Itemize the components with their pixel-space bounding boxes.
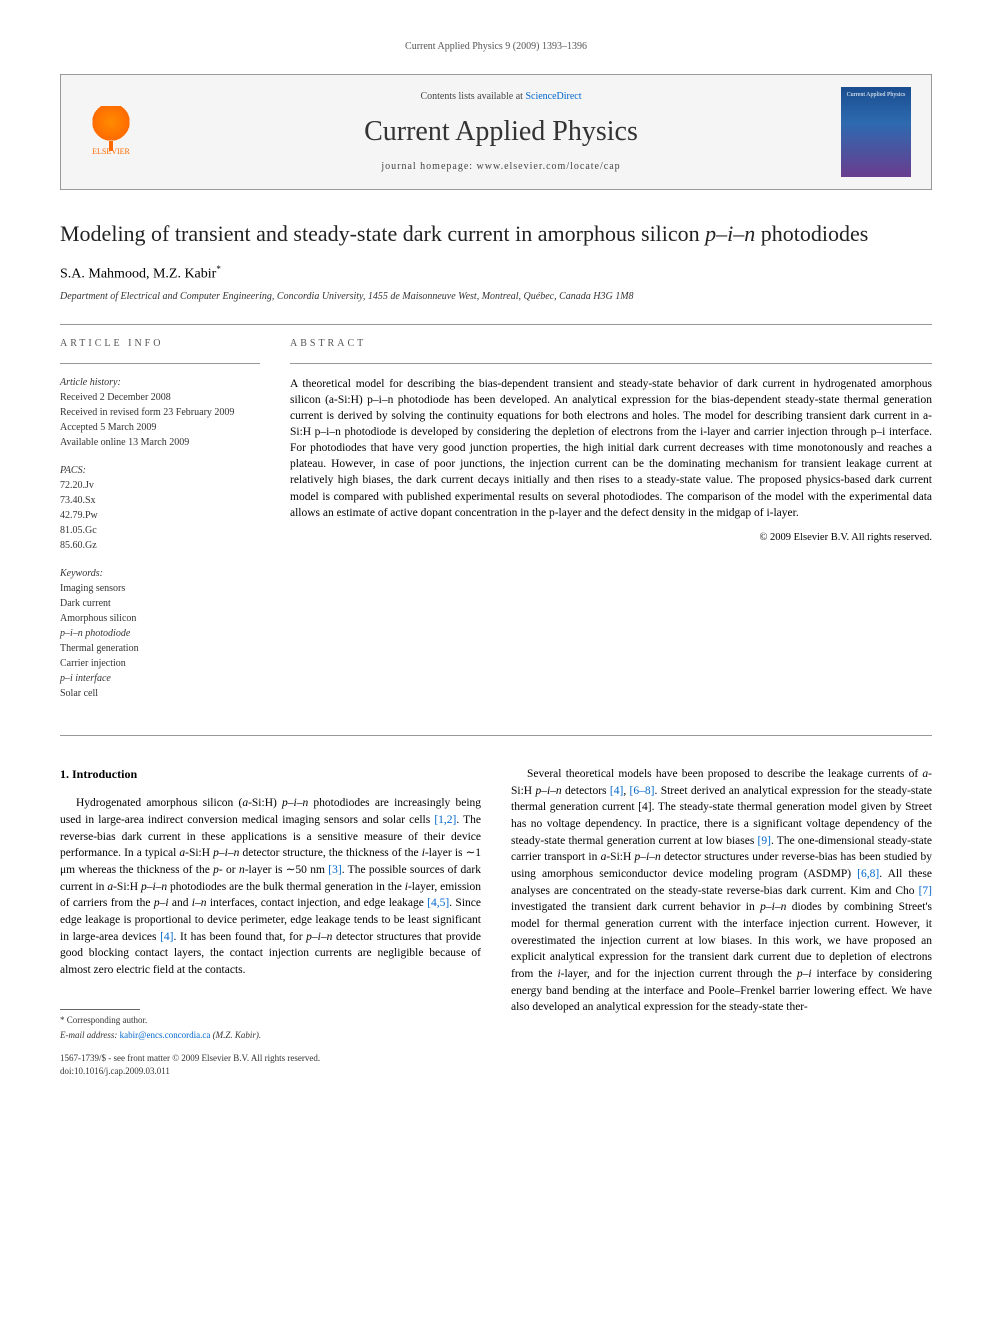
keyword-item: p–i–n photodiode: [60, 627, 260, 641]
pacs-item: 73.40.Sx: [60, 494, 260, 508]
pacs-heading: PACS:: [60, 464, 260, 478]
pacs-item: 72.20.Jv: [60, 479, 260, 493]
body-paragraph: Several theoretical models have been pro…: [511, 766, 932, 1016]
ref-link[interactable]: [7]: [919, 885, 932, 897]
info-divider-1: [60, 363, 260, 364]
history-item: Received 2 December 2008: [60, 391, 260, 405]
pacs-block: PACS: 72.20.Jv 73.40.Sx 42.79.Pw 81.05.G…: [60, 464, 260, 553]
title-part-2: photodiodes: [755, 221, 868, 246]
keyword-item: p–i interface: [60, 672, 260, 686]
section-title: Introduction: [72, 767, 137, 781]
keyword-item: Dark current: [60, 597, 260, 611]
abstract-column: abstract A theoretical model for describ…: [290, 337, 932, 715]
history-item: Available online 13 March 2009: [60, 436, 260, 450]
publisher-logo: ELSEVIER: [81, 102, 141, 162]
article-title: Modeling of transient and steady-state d…: [60, 220, 932, 249]
section-heading: 1. Introduction: [60, 766, 481, 783]
email-name: (M.Z. Kabir).: [210, 1030, 261, 1040]
journal-header-box: ELSEVIER Contents lists available at Sci…: [60, 74, 932, 190]
divider-top: [60, 324, 932, 325]
ref-link[interactable]: [6–8]: [630, 785, 655, 797]
front-matter-line: 1567-1739/$ - see front matter © 2009 El…: [60, 1052, 481, 1065]
homepage-url: www.elsevier.com/locate/cap: [477, 161, 621, 172]
history-item: Received in revised form 23 February 200…: [60, 406, 260, 420]
ref-link[interactable]: [4]: [610, 785, 623, 797]
ref-link[interactable]: [4,5]: [427, 897, 449, 909]
running-head: Current Applied Physics 9 (2009) 1393–13…: [60, 40, 932, 54]
copyright-line: © 2009 Elsevier B.V. All rights reserved…: [290, 531, 932, 546]
header-center: Contents lists available at ScienceDirec…: [161, 90, 841, 173]
title-italic: p–i–n: [705, 221, 755, 246]
footer-block: * Corresponding author. E-mail address: …: [60, 1009, 481, 1078]
keyword-item: Solar cell: [60, 687, 260, 701]
info-heading: article info: [60, 337, 260, 351]
history-item: Accepted 5 March 2009: [60, 421, 260, 435]
article-info-column: article info Article history: Received 2…: [60, 337, 260, 715]
footnote-divider: [60, 1009, 140, 1010]
journal-homepage: journal homepage: www.elsevier.com/locat…: [161, 160, 841, 174]
contents-prefix: Contents lists available at: [420, 91, 525, 102]
keywords-heading: Keywords:: [60, 567, 260, 581]
affiliation: Department of Electrical and Computer En…: [60, 290, 932, 304]
abstract-heading: abstract: [290, 337, 932, 351]
section-number: 1.: [60, 767, 69, 781]
keyword-item: Carrier injection: [60, 657, 260, 671]
contents-line: Contents lists available at ScienceDirec…: [161, 90, 841, 104]
info-abstract-row: article info Article history: Received 2…: [60, 337, 932, 715]
pacs-item: 42.79.Pw: [60, 509, 260, 523]
body-paragraph: Hydrogenated amorphous silicon (a-Si:H) …: [60, 795, 481, 978]
ref-link[interactable]: [6,8]: [857, 868, 879, 880]
keywords-block: Keywords: Imaging sensors Dark current A…: [60, 567, 260, 701]
divider-bottom: [60, 735, 932, 736]
keyword-item: Imaging sensors: [60, 582, 260, 596]
sciencedirect-link[interactable]: ScienceDirect: [525, 91, 581, 102]
keyword-item: Thermal generation: [60, 642, 260, 656]
authors-names: S.A. Mahmood, M.Z. Kabir: [60, 266, 216, 281]
homepage-prefix: journal homepage:: [381, 161, 476, 172]
keyword-item: Amorphous silicon: [60, 612, 260, 626]
corresp-label: Corresponding author.: [65, 1015, 148, 1025]
email-line: E-mail address: kabir@encs.concordia.ca …: [60, 1029, 481, 1042]
doi-line: doi:10.1016/j.cap.2009.03.011: [60, 1065, 481, 1078]
abstract-divider: [290, 363, 932, 364]
pacs-item: 85.60.Gz: [60, 539, 260, 553]
authors-line: S.A. Mahmood, M.Z. Kabir*: [60, 263, 932, 284]
ref-link[interactable]: [3]: [328, 864, 341, 876]
history-block: Article history: Received 2 December 200…: [60, 376, 260, 450]
body-columns: 1. Introduction Hydrogenated amorphous s…: [60, 766, 932, 1078]
email-link[interactable]: kabir@encs.concordia.ca: [120, 1030, 211, 1040]
body-column-left: 1. Introduction Hydrogenated amorphous s…: [60, 766, 481, 1078]
history-heading: Article history:: [60, 376, 260, 390]
ref-link[interactable]: [9]: [758, 835, 771, 847]
elsevier-tree-icon: [91, 106, 131, 146]
journal-cover-thumbnail: Current Applied Physics: [841, 87, 911, 177]
title-part-1: Modeling of transient and steady-state d…: [60, 221, 705, 246]
journal-name: Current Applied Physics: [161, 112, 841, 151]
body-column-right: Several theoretical models have been pro…: [511, 766, 932, 1078]
ref-link[interactable]: [4]: [160, 931, 173, 943]
email-label: E-mail address:: [60, 1030, 120, 1040]
corresp-marker: *: [216, 264, 221, 274]
ref-link[interactable]: [1,2]: [434, 814, 456, 826]
abstract-text: A theoretical model for describing the b…: [290, 376, 932, 521]
pacs-item: 81.05.Gc: [60, 524, 260, 538]
corresponding-author-note: * Corresponding author.: [60, 1014, 481, 1027]
